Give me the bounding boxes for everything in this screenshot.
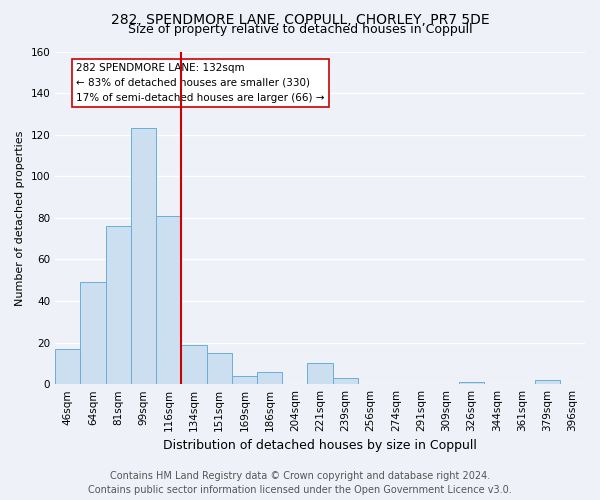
Bar [80,282,106,384]
X-axis label: Distribution of detached houses by size in Coppull: Distribution of detached houses by size … [163,440,477,452]
Text: Size of property relative to detached houses in Coppull: Size of property relative to detached ho… [128,22,472,36]
Bar [332,378,358,384]
Bar [307,364,332,384]
Bar [459,382,484,384]
Bar [131,128,156,384]
Bar [181,344,206,384]
Bar [257,372,282,384]
Bar [232,376,257,384]
Y-axis label: Number of detached properties: Number of detached properties [15,130,25,306]
Bar [55,349,80,384]
Bar [106,226,131,384]
Text: Contains HM Land Registry data © Crown copyright and database right 2024.
Contai: Contains HM Land Registry data © Crown c… [88,471,512,495]
Text: 282 SPENDMORE LANE: 132sqm
← 83% of detached houses are smaller (330)
17% of sem: 282 SPENDMORE LANE: 132sqm ← 83% of deta… [76,63,325,102]
Text: 282, SPENDMORE LANE, COPPULL, CHORLEY, PR7 5DE: 282, SPENDMORE LANE, COPPULL, CHORLEY, P… [110,12,490,26]
Bar [206,353,232,384]
Bar [535,380,560,384]
Bar [156,216,181,384]
